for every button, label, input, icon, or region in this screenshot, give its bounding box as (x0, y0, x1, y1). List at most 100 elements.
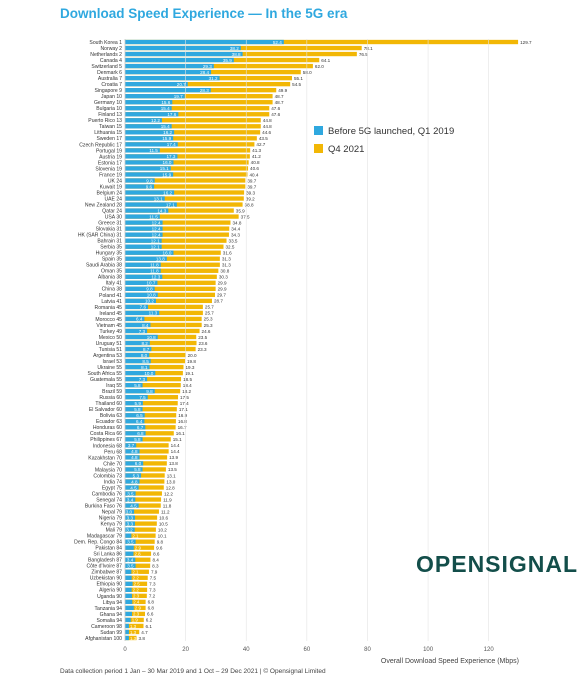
category-label: Portugal 19 (96, 148, 122, 154)
category-label: Sri Lanka 86 (93, 552, 122, 558)
value-label-q4: 4.7 (141, 630, 148, 635)
value-label-before-5g: 3.5 (127, 491, 134, 496)
category-label: Uganda 90 (97, 594, 122, 600)
bar-before-5g (125, 407, 143, 412)
bar-before-5g (125, 611, 132, 617)
value-label-before-5g: 4.8 (131, 479, 138, 484)
bar-before-5g (125, 202, 177, 207)
bar-before-5g (125, 196, 165, 201)
bar-q4 (125, 280, 216, 285)
category-label: Belgium 24 (97, 190, 123, 196)
bar-before-5g (125, 328, 148, 334)
value-label-before-5g: 20.7 (177, 82, 186, 87)
value-label-q4: 47.6 (271, 112, 280, 117)
value-label-q4: 34.4 (231, 226, 240, 231)
bar-q4 (125, 352, 186, 358)
bar-before-5g (125, 599, 133, 605)
value-label-before-5g: 6.0 (135, 461, 142, 466)
bar-before-5g (125, 382, 143, 388)
bar-before-5g (125, 479, 140, 484)
bar-q4 (125, 81, 291, 87)
category-label: Indonesia 68 (93, 443, 122, 449)
bar-before-5g (125, 431, 146, 436)
value-label-q4: 23.3 (198, 347, 207, 352)
category-label: Nigeria 79 (99, 515, 122, 521)
value-label-q4: 24.6 (202, 329, 211, 334)
category-label: Ireland 45 (99, 311, 122, 317)
bar-q4 (125, 208, 234, 213)
legend-swatch-before (314, 126, 323, 135)
value-label-q4: 43.5 (259, 136, 268, 141)
bar-before-5g (125, 238, 162, 243)
x-tick-label: 100 (423, 647, 434, 653)
category-label: Kenya 79 (100, 522, 122, 528)
value-label-before-5g: 2.2 (133, 588, 140, 593)
bar-before-5g (125, 184, 155, 189)
value-label-before-5g: 3.3 (127, 515, 134, 520)
x-tick-label: 20 (182, 647, 189, 653)
bar-before-5g (125, 268, 161, 273)
bar-before-5g (125, 449, 140, 454)
category-label: Zimbabwe 87 (91, 570, 122, 576)
value-label-q4: 55.1 (294, 76, 303, 81)
value-label-before-5g: 3.5 (127, 539, 134, 544)
value-label-q4: 6.1 (145, 624, 152, 629)
bar-before-5g (125, 130, 175, 135)
bar-q4 (125, 262, 220, 267)
bar-before-5g (125, 310, 160, 316)
bar-before-5g (125, 334, 158, 340)
value-label-q4: 30.3 (219, 275, 228, 280)
value-label-q4: 44.8 (263, 118, 272, 123)
value-label-q4: 8.6 (153, 552, 160, 557)
value-label-q4: 12.8 (166, 485, 175, 490)
value-label-before-5g: 15.1 (160, 166, 169, 171)
value-label-q4: 14.4 (171, 443, 180, 448)
category-label: Philippines 67 (90, 437, 122, 443)
bar-before-5g (125, 389, 155, 394)
bar-q4 (125, 599, 146, 605)
bar-q4 (125, 515, 158, 520)
value-label-q4: 17.5 (180, 395, 189, 400)
category-label: Qatar 24 (102, 208, 122, 214)
value-label-q4: 54.5 (292, 82, 301, 87)
bar-q4 (125, 172, 248, 177)
bar-before-5g (125, 413, 145, 418)
bar-before-5g (125, 485, 139, 490)
bar-q4 (125, 310, 203, 316)
value-label-before-5g: 6.4 (136, 317, 143, 322)
value-label-before-5g: 2.3 (133, 594, 140, 599)
value-label-before-5g: 11.3 (149, 311, 158, 316)
bar-before-5g (125, 358, 151, 364)
bar-q4 (125, 196, 244, 201)
bar-q4 (125, 112, 270, 117)
bar-q4 (125, 533, 156, 538)
value-label-before-5g: 16.0 (163, 160, 172, 165)
bar-before-5g (125, 81, 188, 87)
value-label-before-5g: 12.1 (151, 238, 160, 243)
bar-before-5g (125, 419, 145, 424)
value-label-before-5g: 7.5 (139, 395, 146, 400)
value-label-before-5g: 14.3 (157, 208, 166, 213)
bar-before-5g (125, 256, 167, 261)
category-label: Mexico 50 (99, 335, 122, 341)
bar-before-5g (125, 112, 179, 117)
category-label: Nepal 79 (102, 509, 123, 515)
value-label-before-5g: 1.3 (130, 630, 137, 635)
category-label: Puerto Rico 13 (88, 118, 122, 124)
value-label-before-5g: 12.4 (152, 226, 161, 231)
value-label-before-5g: 1.9 (132, 618, 139, 623)
bar-before-5g (125, 629, 129, 635)
category-label: Tanzania 94 (95, 606, 123, 612)
bar-before-5g (125, 100, 173, 105)
bar-q4 (125, 244, 224, 249)
value-label-q4: 25.7 (205, 311, 214, 316)
category-label: Singapore 9 (95, 88, 123, 94)
category-label: Colombia 73 (93, 473, 122, 479)
value-label-q4: 8.3 (152, 564, 159, 569)
bar-before-5g (125, 75, 220, 81)
value-label-before-5g: 12.2 (151, 118, 160, 123)
category-label: Malaysia 70 (95, 467, 122, 473)
bar-before-5g (125, 154, 178, 159)
category-label: Sudan 99 (100, 630, 122, 636)
value-label-before-5g: 2.8 (134, 552, 141, 557)
